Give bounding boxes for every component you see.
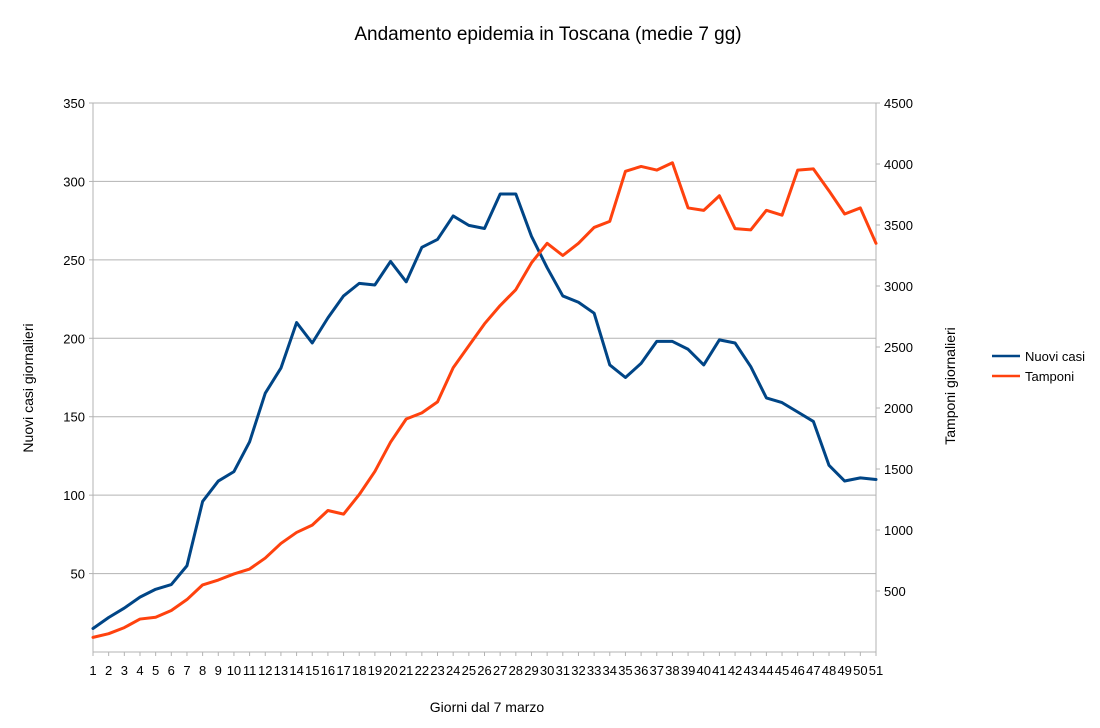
x-tick-label: 42 <box>728 663 742 678</box>
x-tick-label: 33 <box>587 663 601 678</box>
x-tick-label: 3 <box>121 663 128 678</box>
x-tick-label: 44 <box>759 663 773 678</box>
y-right-axis-label: Tamponi giornalieri <box>942 327 958 445</box>
tick-labels: 5010015020025030035050010001500200025003… <box>63 96 913 678</box>
x-tick-label: 17 <box>336 663 350 678</box>
x-tick-label: 46 <box>790 663 804 678</box>
x-tick-label: 8 <box>199 663 206 678</box>
x-tick-label: 43 <box>743 663 757 678</box>
x-tick-label: 11 <box>243 663 257 678</box>
x-tick-label: 32 <box>571 663 585 678</box>
x-tick-label: 23 <box>430 663 444 678</box>
y-left-axis-label: Nuovi casi giornalieri <box>20 323 36 452</box>
x-tick-label: 2 <box>105 663 112 678</box>
x-tick-label: 1 <box>89 663 96 678</box>
y-left-tick-label: 350 <box>63 96 85 111</box>
x-tick-label: 34 <box>603 663 617 678</box>
x-tick-label: 7 <box>183 663 190 678</box>
y-right-tick-label: 1500 <box>884 462 913 477</box>
x-tick-label: 5 <box>152 663 159 678</box>
x-tick-label: 27 <box>493 663 507 678</box>
y-left-tick-label: 200 <box>63 331 85 346</box>
x-tick-label: 41 <box>712 663 726 678</box>
y-left-tick-label: 250 <box>63 253 85 268</box>
y-right-tick-label: 4500 <box>884 96 913 111</box>
y-right-tick-label: 3000 <box>884 279 913 294</box>
gridlines <box>93 102 876 575</box>
x-tick-label: 10 <box>227 663 241 678</box>
series-line-nuovi-casi <box>91 192 878 630</box>
y-right-tick-label: 2000 <box>884 401 913 416</box>
x-tick-label: 28 <box>509 663 523 678</box>
x-tick-label: 9 <box>215 663 222 678</box>
x-tick-label: 15 <box>305 663 319 678</box>
x-tick-label: 13 <box>274 663 288 678</box>
x-tick-label: 25 <box>462 663 476 678</box>
y-left-tick-label: 150 <box>63 410 85 425</box>
x-tick-label: 37 <box>650 663 664 678</box>
x-tick-label: 38 <box>665 663 679 678</box>
x-tick-label: 48 <box>822 663 836 678</box>
x-tick-label: 31 <box>556 663 570 678</box>
axes <box>89 102 880 656</box>
x-tick-label: 14 <box>289 663 303 678</box>
series-line-tamponi <box>91 161 878 639</box>
x-tick-label: 49 <box>837 663 851 678</box>
x-tick-label: 6 <box>168 663 175 678</box>
x-tick-label: 35 <box>618 663 632 678</box>
x-tick-label: 45 <box>775 663 789 678</box>
x-tick-label: 30 <box>540 663 554 678</box>
x-tick-label: 39 <box>681 663 695 678</box>
x-tick-label: 36 <box>634 663 648 678</box>
x-tick-label: 24 <box>446 663 460 678</box>
y-left-tick-label: 100 <box>63 488 85 503</box>
x-tick-label: 47 <box>806 663 820 678</box>
x-tick-label: 26 <box>477 663 491 678</box>
y-right-tick-label: 500 <box>884 584 906 599</box>
x-tick-label: 29 <box>524 663 538 678</box>
y-right-tick-label: 3500 <box>884 218 913 233</box>
legend: Nuovi casi Tamponi <box>992 349 1085 384</box>
legend-label-nuovi-casi: Nuovi casi <box>1025 349 1085 364</box>
y-right-tick-label: 4000 <box>884 157 913 172</box>
y-left-tick-label: 300 <box>63 174 85 189</box>
x-tick-label: 4 <box>136 663 143 678</box>
x-tick-label: 22 <box>415 663 429 678</box>
x-tick-label: 20 <box>383 663 397 678</box>
y-left-tick-label: 50 <box>71 567 85 582</box>
x-tick-label: 19 <box>368 663 382 678</box>
x-tick-label: 51 <box>869 663 883 678</box>
x-tick-label: 21 <box>399 663 413 678</box>
chart-title: Andamento epidemia in Toscana (medie 7 g… <box>354 24 741 45</box>
y-right-tick-label: 2500 <box>884 340 913 355</box>
x-axis-label: Giorni dal 7 marzo <box>430 699 545 715</box>
x-tick-label: 50 <box>853 663 867 678</box>
series-lines <box>91 161 878 639</box>
legend-label-tamponi: Tamponi <box>1025 369 1074 384</box>
y-right-tick-label: 1000 <box>884 523 913 538</box>
x-tick-label: 16 <box>321 663 335 678</box>
x-tick-label: 40 <box>697 663 711 678</box>
x-tick-label: 18 <box>352 663 366 678</box>
x-tick-label: 12 <box>258 663 272 678</box>
